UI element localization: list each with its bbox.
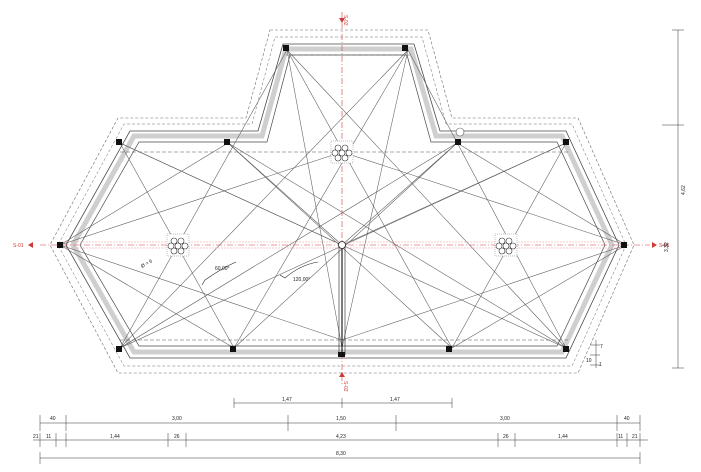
dim-right-total: 4,62 <box>681 185 687 195</box>
dim-row1-2: 1,50 <box>336 416 346 422</box>
notch-detail <box>590 340 600 368</box>
angle-label-60: 60,00° <box>215 266 230 272</box>
dim-right <box>662 29 684 369</box>
columns <box>57 45 627 357</box>
pipe-icon <box>455 127 465 137</box>
dim-row1-3: 3,00 <box>500 416 510 422</box>
section-marker-right-icon <box>652 242 657 248</box>
notch-label-c: 1 <box>599 362 602 368</box>
dim-right-half: 3,32 <box>664 242 670 252</box>
dim-row2-8: 21 <box>632 434 638 440</box>
dim-row1-4: 40 <box>624 416 630 422</box>
dim-row1-1: 3,00 <box>172 416 182 422</box>
angle-arrow-60 <box>201 279 206 286</box>
dim-row2-5: 26 <box>503 434 509 440</box>
notch-label-b: 10 <box>586 358 592 364</box>
cable-bundle-top-icon <box>330 140 354 164</box>
truss-lines <box>59 49 627 349</box>
cable-bundle-right-icon <box>494 233 518 257</box>
dim-row2-4: 4,23 <box>336 434 346 440</box>
notch-label-a: 7 <box>600 344 603 350</box>
section-marker-top-icon <box>339 18 345 23</box>
dim-row-1 <box>39 415 641 431</box>
section-label-bottom: S-02 <box>342 381 348 392</box>
section-marker-bottom-icon <box>339 372 345 377</box>
dim-row2-2: 1,44 <box>110 434 120 440</box>
dim-total <box>39 452 641 464</box>
angle-label-120: 120,00° <box>293 277 310 283</box>
dim-inner-1: 1,47 <box>282 397 292 403</box>
dim-row2-6: 1,44 <box>558 434 568 440</box>
outer-boundary-dashed <box>49 29 635 374</box>
section-label-top: S-02 <box>342 15 348 26</box>
dim-total-label: 8,30 <box>336 451 346 457</box>
angle-arrow-120 <box>279 274 286 279</box>
section-label-right: S-01 <box>659 243 670 249</box>
outer-boundary-dashed-2 <box>57 36 627 367</box>
dim-row2-1: 11 <box>46 434 51 440</box>
angle-arc-120 <box>284 261 319 279</box>
angle-arc-60 <box>204 261 237 281</box>
center-node-icon <box>338 241 346 249</box>
dim-inner <box>233 398 453 408</box>
dim-row2-7: 11 <box>618 434 623 440</box>
dim-row2-3: 26 <box>174 434 180 440</box>
dim-inner-2: 1,47 <box>390 397 400 403</box>
section-marker-left-icon <box>28 242 33 248</box>
wall-inner <box>79 54 606 347</box>
section-label-left: S-01 <box>13 243 24 249</box>
wall-band <box>70 46 615 355</box>
dim-row-2 <box>33 433 648 447</box>
wall-outer <box>65 43 620 359</box>
cable-bundle-left-icon <box>166 233 190 257</box>
small-dim-label: Ø = 6 <box>140 258 154 269</box>
dim-row1-0: 40 <box>50 416 56 422</box>
dim-row2-0: 21 <box>33 434 39 440</box>
